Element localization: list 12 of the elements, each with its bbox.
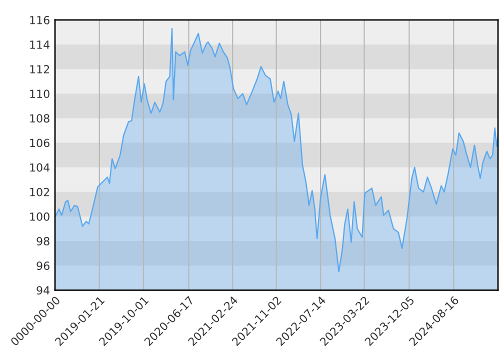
y-tick-label: 94 <box>36 286 50 295</box>
y-tick-label: 110 <box>30 90 50 98</box>
y-tick-label: 102 <box>30 188 50 196</box>
y-tick-label: 112 <box>30 65 50 74</box>
y-tick-label: 116 <box>30 16 50 24</box>
y-tick-label: 114 <box>30 40 50 49</box>
y-tick-label: 96 <box>36 262 50 270</box>
y-tick-label: 100 <box>30 212 50 221</box>
y-tick-label: 108 <box>30 114 50 123</box>
y-tick-label: 104 <box>30 163 50 172</box>
y-tick-label: 98 <box>36 237 50 246</box>
y-tick-label: 106 <box>30 138 50 148</box>
